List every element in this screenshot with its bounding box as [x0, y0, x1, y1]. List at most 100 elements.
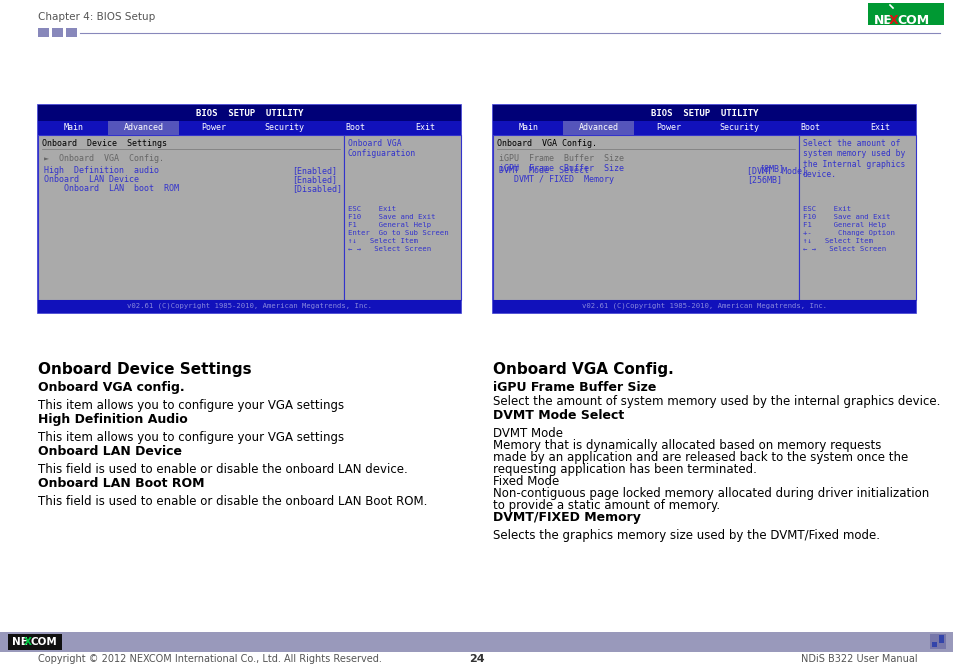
Text: Exit: Exit — [870, 124, 890, 132]
Text: DVMT / FIXED  Memory: DVMT / FIXED Memory — [498, 175, 614, 184]
Text: COM: COM — [30, 637, 58, 647]
Bar — [38, 121, 460, 135]
Bar — [938, 635, 943, 643]
Text: Onboard VGA Config.: Onboard VGA Config. — [493, 362, 673, 377]
Bar — [38, 300, 460, 313]
Text: Select the amount of
system memory used by
the Internal graphics
device.: Select the amount of system memory used … — [802, 139, 904, 179]
Bar — [38, 105, 460, 121]
Text: 24: 24 — [469, 654, 484, 664]
Text: Enter  Go to Sub Screen: Enter Go to Sub Screen — [348, 230, 448, 236]
Text: Onboard  LAN Device: Onboard LAN Device — [44, 175, 139, 184]
Text: NE: NE — [12, 637, 28, 647]
Bar — [493, 135, 799, 300]
Text: v02.61 (C)Copyright 1985-2010, American Megatrends, Inc.: v02.61 (C)Copyright 1985-2010, American … — [581, 303, 826, 309]
Text: This item allows you to configure your VGA settings: This item allows you to configure your V… — [38, 431, 344, 444]
Text: Main: Main — [517, 124, 537, 132]
Text: Power: Power — [656, 124, 681, 132]
Text: v02.61 (C)Copyright 1985-2010, American Megatrends, Inc.: v02.61 (C)Copyright 1985-2010, American … — [127, 303, 372, 309]
Text: Onboard LAN Boot ROM: Onboard LAN Boot ROM — [38, 477, 204, 490]
Text: made by an application and are released back to the system once the: made by an application and are released … — [493, 451, 907, 464]
Text: This item allows you to configure your VGA settings: This item allows you to configure your V… — [38, 399, 344, 412]
Text: Advanced: Advanced — [124, 124, 164, 132]
Text: ↑↓   Select Item: ↑↓ Select Item — [802, 238, 872, 244]
Text: High Definition Audio: High Definition Audio — [38, 413, 188, 426]
Bar — [563, 121, 634, 135]
Text: Onboard  LAN  boot  ROM: Onboard LAN boot ROM — [44, 184, 179, 193]
Text: ← →   Select Screen: ← → Select Screen — [802, 246, 885, 252]
Text: Selects the graphics memory size used by the DVMT/Fixed mode.: Selects the graphics memory size used by… — [493, 529, 879, 542]
Text: F1     General Help: F1 General Help — [348, 222, 431, 228]
Text: requesting application has been terminated.: requesting application has been terminat… — [493, 463, 756, 476]
Text: Onboard  VGA Config.: Onboard VGA Config. — [497, 139, 597, 148]
Bar — [38, 135, 344, 300]
Text: [Enabled]: [Enabled] — [292, 175, 336, 184]
Text: DVMT Mode Select: DVMT Mode Select — [493, 409, 623, 422]
Text: ↑↓   Select Item: ↑↓ Select Item — [348, 238, 417, 244]
Text: NDiS B322 User Manual: NDiS B322 User Manual — [801, 654, 917, 664]
Bar — [493, 105, 915, 313]
Bar — [867, 3, 943, 25]
Text: to provide a static amount of memory.: to provide a static amount of memory. — [493, 499, 720, 512]
Text: F10    Save and Exit: F10 Save and Exit — [802, 214, 889, 220]
Bar — [38, 28, 49, 37]
Text: [Disabled]: [Disabled] — [292, 184, 341, 193]
Text: Chapter 4: BIOS Setup: Chapter 4: BIOS Setup — [38, 12, 155, 22]
Text: Select the amount of system memory used by the internal graphics device.: Select the amount of system memory used … — [493, 395, 940, 408]
Text: ESC    Exit: ESC Exit — [348, 206, 395, 212]
Bar — [493, 105, 915, 121]
Text: Memory that is dynamically allocated based on memory requests: Memory that is dynamically allocated bas… — [493, 439, 881, 452]
Bar — [493, 121, 915, 135]
Text: High  Definition  audio: High Definition audio — [44, 166, 159, 175]
Text: X: X — [888, 14, 898, 27]
Bar — [493, 300, 915, 313]
Text: Security: Security — [265, 124, 304, 132]
Text: [256MB]: [256MB] — [746, 175, 781, 184]
Text: COM: COM — [896, 14, 928, 27]
Text: Copyright © 2012 NEXCOM International Co., Ltd. All Rights Reserved.: Copyright © 2012 NEXCOM International Co… — [38, 654, 381, 664]
Text: +-      Change Option: +- Change Option — [802, 230, 894, 236]
Text: [8MB]: [8MB] — [759, 164, 783, 173]
Bar — [799, 135, 915, 300]
Bar — [38, 105, 460, 313]
Text: BIOS  SETUP  UTILITY: BIOS SETUP UTILITY — [650, 108, 758, 118]
Text: Main: Main — [63, 124, 83, 132]
Text: NE: NE — [873, 14, 892, 27]
Bar — [931, 642, 936, 647]
Text: Power: Power — [201, 124, 227, 132]
Text: iGPU Frame Buffer Size: iGPU Frame Buffer Size — [493, 381, 656, 394]
Text: ← →   Select Screen: ← → Select Screen — [348, 246, 431, 252]
Text: Advanced: Advanced — [578, 124, 618, 132]
Text: DVMT/FIXED Memory: DVMT/FIXED Memory — [493, 511, 640, 524]
Text: [DVMT  Mode]: [DVMT Mode] — [746, 166, 806, 175]
Text: Onboard Device Settings: Onboard Device Settings — [38, 362, 252, 377]
Text: Non-contiguous page locked memory allocated during driver initialization: Non-contiguous page locked memory alloca… — [493, 487, 928, 500]
Text: F10    Save and Exit: F10 Save and Exit — [348, 214, 435, 220]
Text: Fixed Mode: Fixed Mode — [493, 475, 558, 488]
Text: Onboard VGA config.: Onboard VGA config. — [38, 381, 185, 394]
Text: This field is used to enable or disable the onboard LAN Boot ROM.: This field is used to enable or disable … — [38, 495, 427, 508]
Text: Security: Security — [719, 124, 759, 132]
Text: Onboard VGA
Configuaration: Onboard VGA Configuaration — [348, 139, 416, 159]
Text: This field is used to enable or disable the onboard LAN device.: This field is used to enable or disable … — [38, 463, 407, 476]
Text: Boot: Boot — [345, 124, 365, 132]
Bar — [0, 632, 953, 652]
Text: ESC    Exit: ESC Exit — [802, 206, 850, 212]
Text: DVMT Mode: DVMT Mode — [493, 427, 562, 440]
Text: F1     General Help: F1 General Help — [802, 222, 885, 228]
Bar — [8, 634, 62, 650]
Text: Onboard LAN Device: Onboard LAN Device — [38, 445, 182, 458]
Bar — [52, 28, 63, 37]
Bar — [929, 634, 945, 649]
Text: Boot: Boot — [800, 124, 820, 132]
Text: Onboard  Device  Settings: Onboard Device Settings — [42, 139, 167, 148]
Text: [Enabled]: [Enabled] — [292, 166, 336, 175]
Text: Exit: Exit — [416, 124, 436, 132]
Bar — [66, 28, 77, 37]
Bar — [109, 121, 179, 135]
Text: X: X — [24, 637, 32, 647]
Text: ►  Onboard  VGA  Config.: ► Onboard VGA Config. — [44, 154, 164, 163]
Text: DVMT  Mode  Select: DVMT Mode Select — [498, 166, 588, 175]
Bar — [344, 135, 460, 300]
Text: iGPU  Frame  Buffer  Size: iGPU Frame Buffer Size — [498, 164, 623, 173]
Text: BIOS  SETUP  UTILITY: BIOS SETUP UTILITY — [195, 108, 303, 118]
